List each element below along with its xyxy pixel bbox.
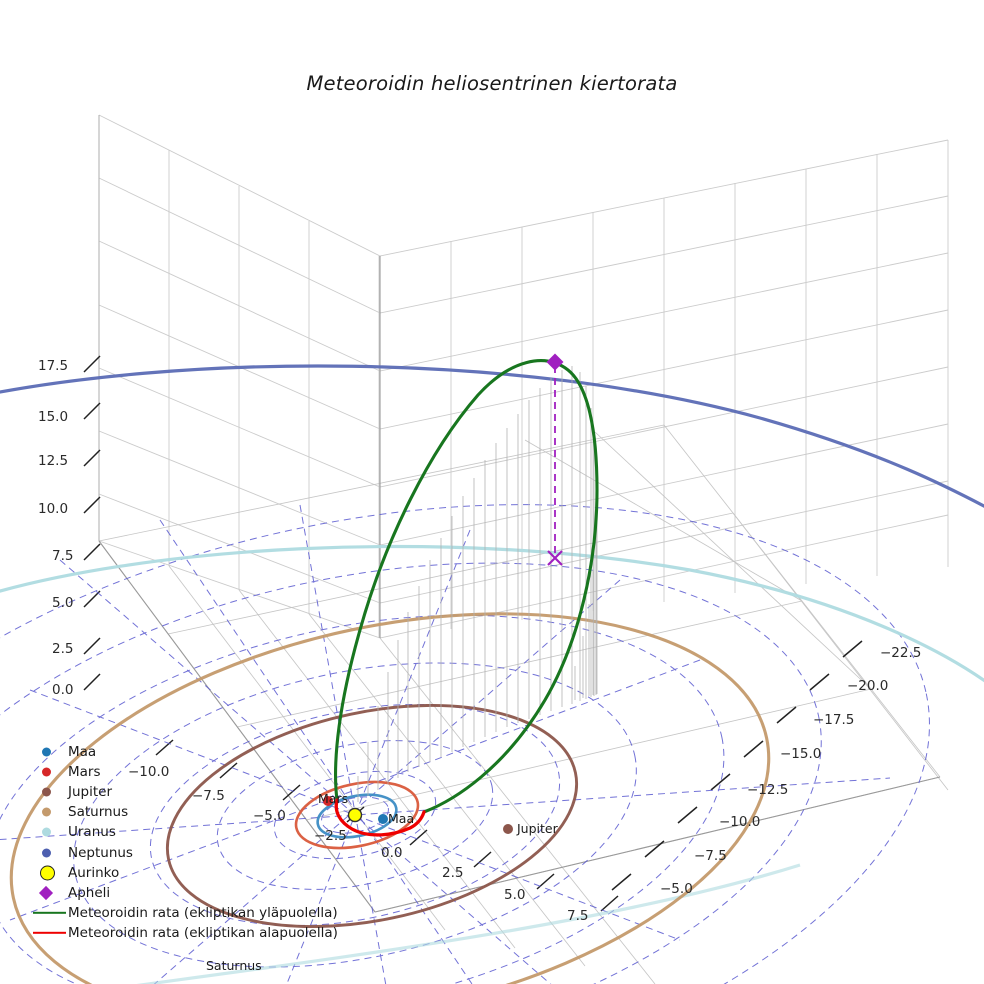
z-tick-7-5: 7.5 bbox=[52, 548, 74, 564]
legend-label-apheli: Apheli bbox=[68, 884, 111, 901]
y-tick-neg-20-0: −20.0 bbox=[847, 678, 889, 694]
x-tick-neg-2-5: −2.5 bbox=[314, 828, 347, 844]
legend-item-neptunus[interactable]: Neptunus bbox=[30, 842, 350, 862]
legend-marker-aurinko bbox=[30, 863, 68, 883]
aphelion-diamond-marker bbox=[546, 353, 564, 371]
saturnus-annotation: Saturnus bbox=[206, 958, 262, 973]
legend-marker-mars bbox=[30, 762, 68, 782]
z-tick-12-5: 12.5 bbox=[38, 453, 69, 469]
box-grid-back-left bbox=[98, 114, 381, 639]
y-axis-ticks bbox=[611, 640, 863, 891]
legend-marker-uranus bbox=[30, 822, 68, 842]
z-axis-ticks bbox=[83, 355, 101, 691]
legend-label-uranus: Uranus bbox=[68, 824, 116, 841]
legend-item-uranus[interactable]: Uranus bbox=[30, 822, 350, 842]
y-tick-neg-7-5: −7.5 bbox=[694, 848, 727, 864]
earth-marker bbox=[378, 814, 388, 824]
legend-item-meteoroid-below[interactable]: Meteoroidin rata (ekliptikan alapuolella… bbox=[30, 923, 350, 943]
legend-marker-apheli bbox=[30, 883, 68, 903]
legend-label-meteoroid-above: Meteoroidin rata (ekliptikan yläpuolella… bbox=[68, 904, 338, 921]
legend-label-saturnus: Saturnus bbox=[68, 804, 129, 821]
orbit-saturn bbox=[9, 612, 771, 984]
mars-marker bbox=[323, 796, 333, 806]
x-tick-2-5: 2.5 bbox=[442, 865, 464, 881]
orbit-neptune bbox=[0, 364, 984, 508]
legend-marker-maa bbox=[30, 742, 68, 762]
legend-item-jupiter[interactable]: Jupiter bbox=[30, 782, 350, 802]
legend-label-meteoroid-below: Meteoroidin rata (ekliptikan alapuolella… bbox=[68, 924, 338, 941]
polar-grid bbox=[0, 504, 930, 984]
legend-item-aurinko[interactable]: Aurinko bbox=[30, 863, 350, 883]
z-tick-17-5: 17.5 bbox=[38, 358, 69, 374]
sun-marker bbox=[347, 807, 363, 823]
legend-label-aurinko: Aurinko bbox=[68, 864, 120, 881]
y-tick-neg-5-0: −5.0 bbox=[660, 881, 693, 897]
legend-item-maa[interactable]: Maa bbox=[30, 742, 350, 762]
legend-line-meteoroid-below bbox=[30, 923, 68, 943]
orbit-jupiter bbox=[165, 704, 579, 928]
legend-label-maa: Maa bbox=[68, 744, 97, 761]
orbit-stem-lines bbox=[357, 366, 598, 802]
jupiter-annotation: Jupiter bbox=[517, 821, 558, 836]
y-tick-neg-10-0: −10.0 bbox=[719, 814, 761, 830]
y-tick-neg-22-5: −22.5 bbox=[880, 645, 922, 661]
y-tick-neg-15-0: −15.0 bbox=[780, 746, 822, 762]
legend: Maa Mars Jupiter Saturnus Uranus bbox=[30, 742, 350, 943]
y-tick-neg-17-5: −17.5 bbox=[813, 712, 855, 728]
x-tick-7-5: 7.5 bbox=[567, 908, 589, 924]
box-grid-back-right bbox=[379, 139, 949, 639]
legend-marker-neptunus bbox=[30, 843, 68, 863]
axis-spines bbox=[98, 115, 941, 913]
z-tick-15-0: 15.0 bbox=[38, 409, 69, 425]
legend-item-mars[interactable]: Mars bbox=[30, 762, 350, 782]
x-tick-0-0: 0.0 bbox=[381, 845, 403, 861]
z-tick-2-5: 2.5 bbox=[52, 641, 74, 657]
z-tick-10-0: 10.0 bbox=[38, 501, 69, 517]
legend-marker-jupiter bbox=[30, 782, 68, 802]
x-tick-5-0: 5.0 bbox=[504, 887, 526, 903]
x-tick-neg-5-0: −5.0 bbox=[253, 808, 286, 824]
y-tick-neg-12-5: −12.5 bbox=[747, 782, 789, 798]
legend-label-mars: Mars bbox=[68, 764, 101, 781]
meteoroid-orbit-below bbox=[334, 798, 426, 837]
legend-label-neptunus: Neptunus bbox=[68, 844, 133, 861]
legend-item-meteoroid-above[interactable]: Meteoroidin rata (ekliptikan yläpuolella… bbox=[30, 903, 350, 923]
meteoroid-orbit-above bbox=[334, 359, 599, 814]
mars-annotation: Mars bbox=[318, 791, 349, 806]
orbit-mars bbox=[294, 780, 420, 850]
legend-item-apheli[interactable]: Apheli bbox=[30, 883, 350, 903]
earth-annotation: Maa bbox=[388, 811, 415, 826]
z-tick-0-0: 0.0 bbox=[52, 682, 74, 698]
legend-line-meteoroid-above bbox=[30, 903, 68, 923]
legend-label-jupiter: Jupiter bbox=[68, 784, 113, 801]
legend-marker-saturnus bbox=[30, 802, 68, 822]
legend-item-saturnus[interactable]: Saturnus bbox=[30, 802, 350, 822]
aphelion-foot-marker bbox=[547, 550, 563, 566]
z-tick-5-0: 5.0 bbox=[52, 595, 74, 611]
page-title: Meteoroidin heliosentrinen kiertorata bbox=[306, 72, 678, 95]
x-tick-neg-10-0: −10.0 bbox=[128, 764, 170, 780]
orbit-earth bbox=[316, 793, 398, 839]
x-tick-neg-7-5: −7.5 bbox=[192, 788, 225, 804]
jupiter-marker bbox=[503, 824, 513, 834]
